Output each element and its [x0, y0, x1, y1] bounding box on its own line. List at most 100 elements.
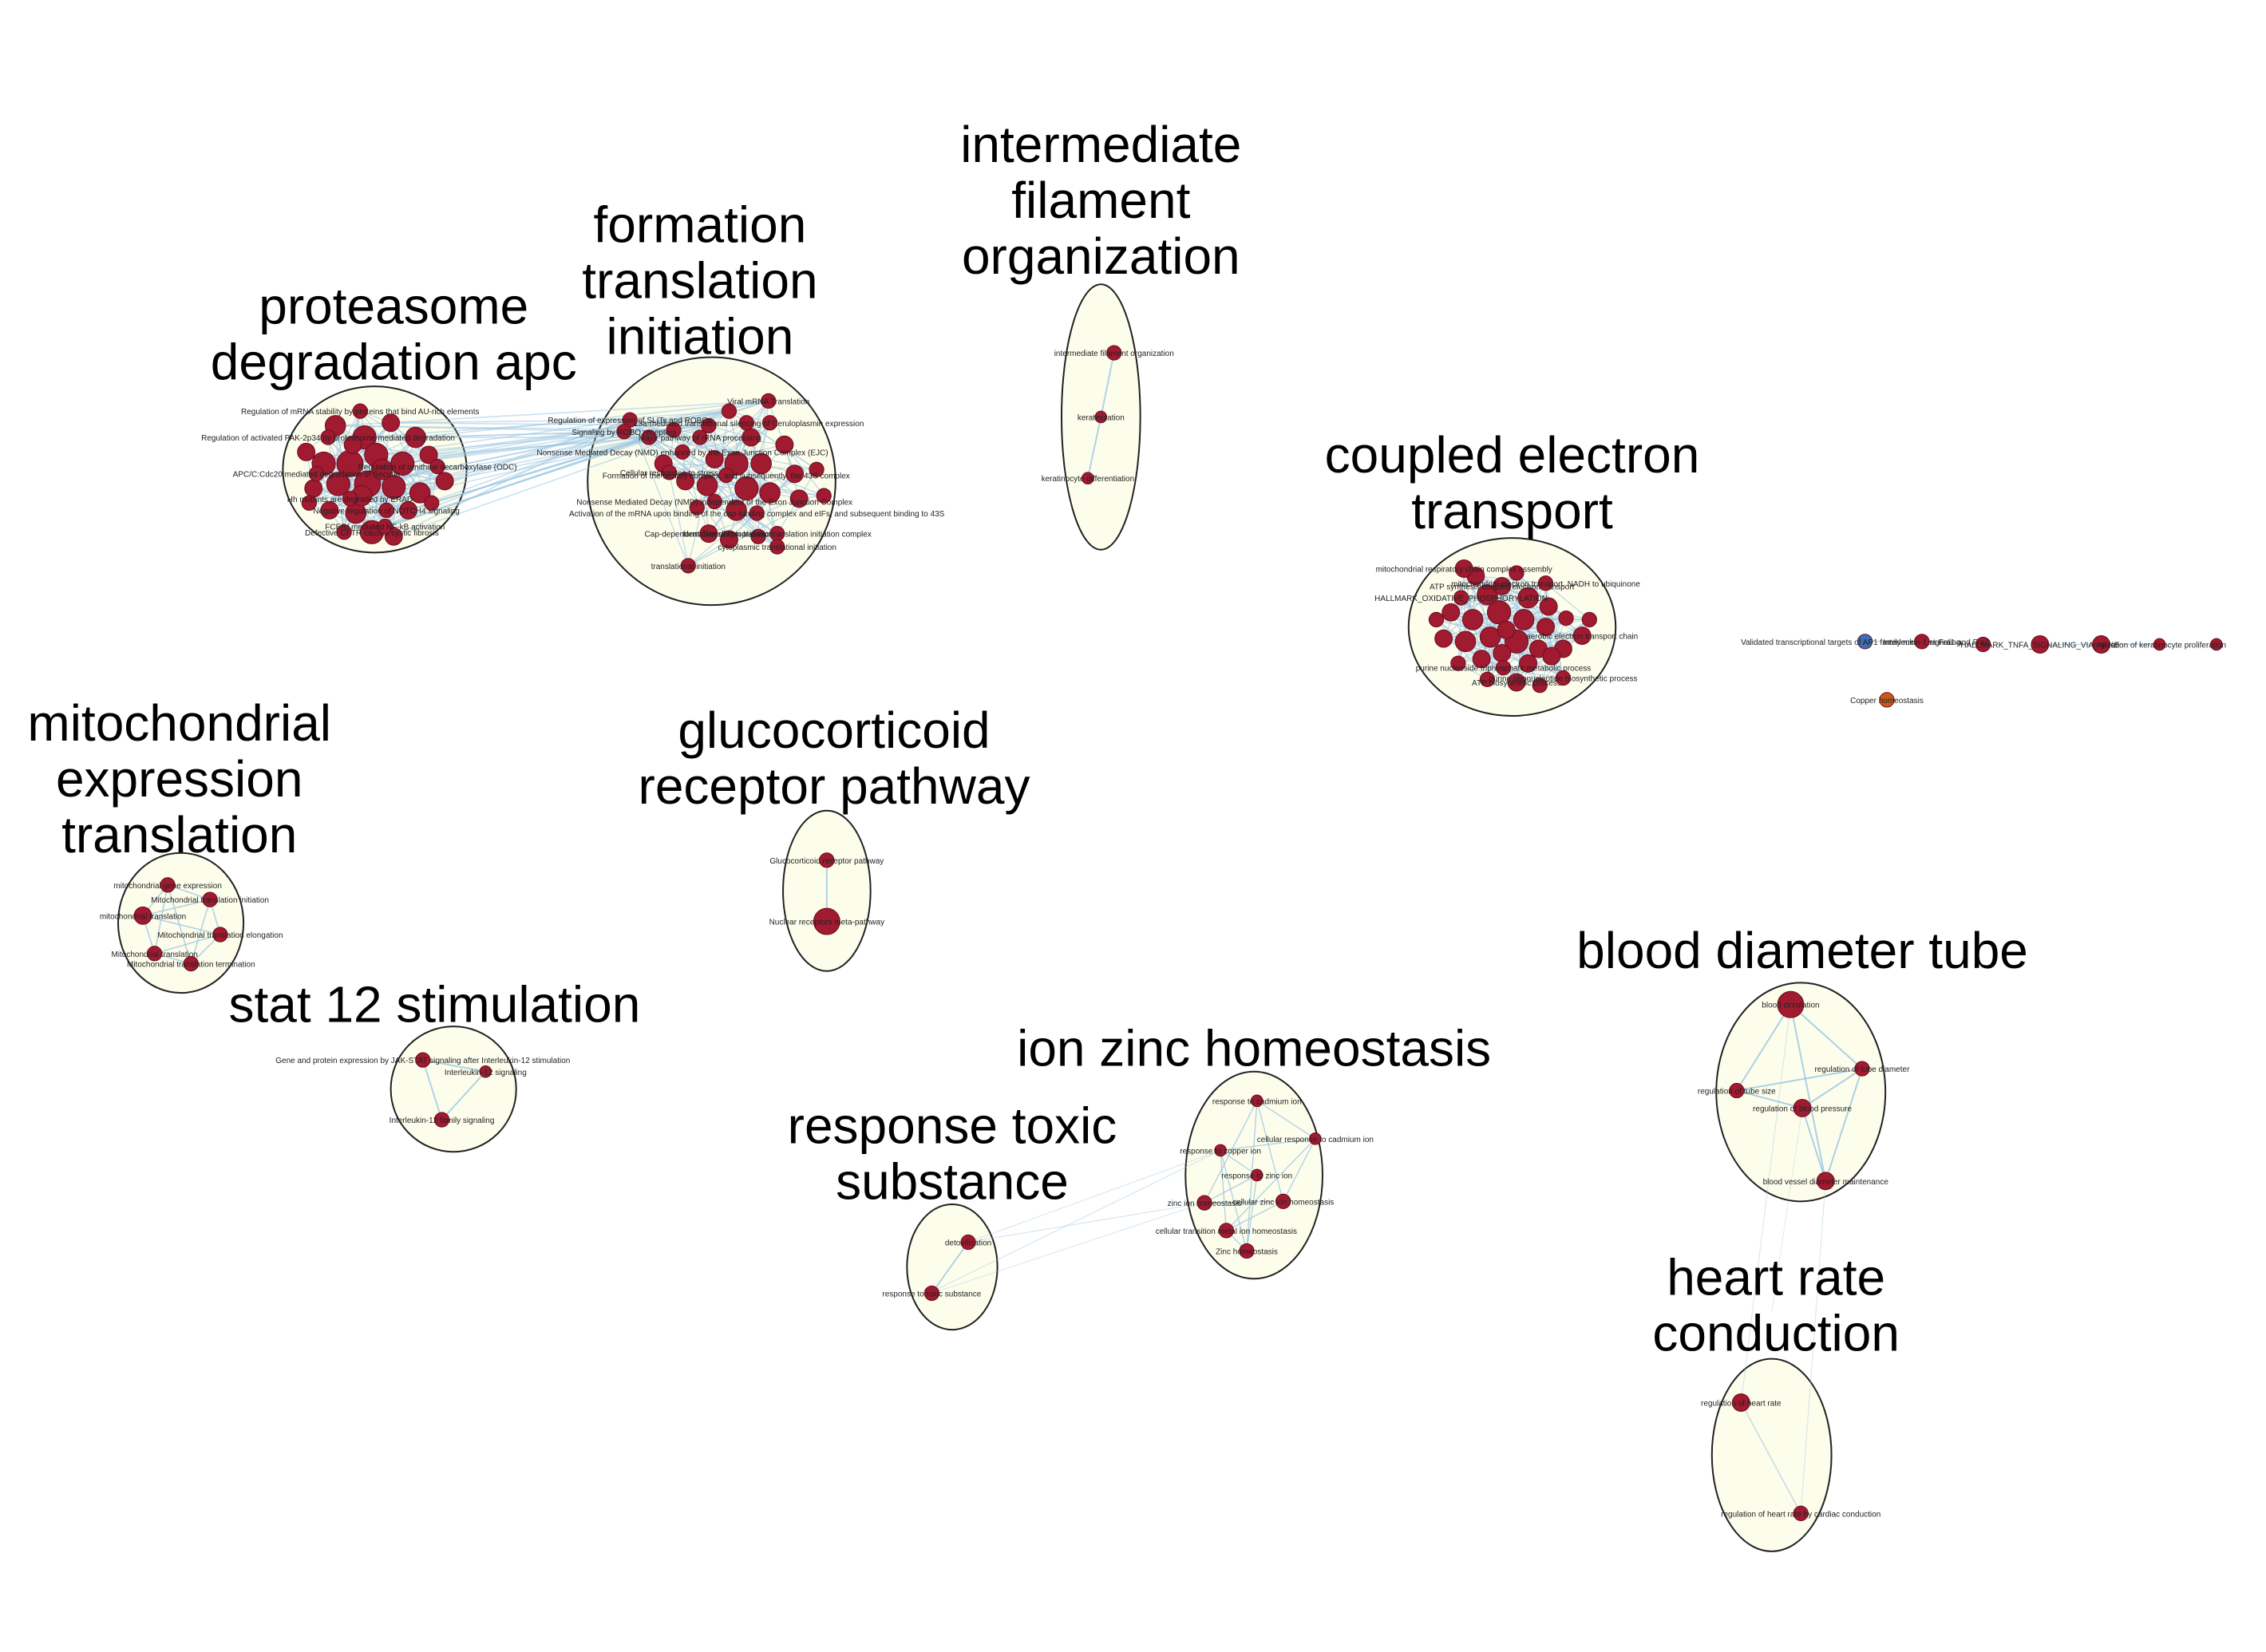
network-node	[1532, 678, 1548, 694]
node-label: purine nucleoside triphosphate metabolic…	[1416, 665, 1592, 674]
network-node	[1094, 410, 1108, 424]
network-node	[352, 403, 368, 419]
network-node	[1517, 587, 1539, 609]
network-edge	[428, 410, 730, 456]
cluster-title-line: formation	[594, 196, 807, 253]
node-label: ATP synthesis coupled electron transport	[1430, 583, 1575, 591]
cluster-title-line: degradation apc	[211, 334, 577, 391]
network-node	[666, 422, 682, 438]
network-node	[1542, 646, 1561, 666]
cluster-blood-ellipse	[1715, 982, 1887, 1203]
network-edge	[1740, 1402, 1801, 1514]
network-edge	[1204, 1100, 1258, 1203]
network-node	[1539, 597, 1558, 616]
network-node	[706, 493, 722, 510]
node-label: Nuclear receptors meta-pathway	[769, 919, 885, 927]
network-node	[378, 502, 394, 519]
node-label: formation of cytoplasmic translation ini…	[683, 531, 872, 539]
network-node	[1434, 629, 1453, 648]
cluster-title-line: conduction	[1652, 1304, 1900, 1362]
network-node	[382, 413, 401, 433]
cluster-title-line: stat 12 stimulation	[229, 976, 641, 1033]
network-node	[1558, 610, 1574, 626]
network-edge	[1256, 1100, 1316, 1140]
network-node	[1453, 590, 1469, 606]
network-node	[759, 482, 781, 504]
network-node	[1519, 654, 1538, 673]
network-edge	[1220, 1149, 1258, 1176]
network-node	[2031, 635, 2050, 654]
network-node	[1428, 611, 1445, 628]
node-label: HALLMARK_TNFA_SIGNALING_VIA_NFKB	[1960, 641, 2119, 650]
node-label: mitochondrial translation	[100, 912, 186, 921]
node-label: Activation of the mRNA upon binding of t…	[569, 510, 945, 519]
network-node	[1914, 634, 1930, 650]
network-edge	[415, 400, 769, 438]
network-node	[415, 1052, 431, 1068]
network-edge	[1465, 641, 1517, 683]
network-edge	[784, 444, 825, 496]
cluster-title-line: intermediate	[960, 116, 1241, 173]
network-edge	[1736, 1068, 1863, 1092]
cluster-response-ellipse	[906, 1203, 999, 1331]
node-label: regulation of tube size	[1698, 1088, 1776, 1097]
node-label: APC/C:Cdc20 mediated degradation of Secu…	[233, 471, 401, 480]
network-node	[1472, 650, 1491, 669]
cluster-title-line: response toxic	[788, 1097, 1117, 1154]
network-edge	[1204, 1174, 1258, 1203]
network-node	[2210, 638, 2223, 651]
network-node	[680, 558, 696, 574]
node-label: aerobic electron transport chain	[1526, 633, 1638, 642]
network-node	[705, 450, 724, 468]
node-label: response to copper ion	[1180, 1147, 1261, 1156]
network-node	[342, 491, 358, 507]
node-label: Mitochondrial translation elongation	[157, 931, 283, 940]
network-node	[1507, 673, 1526, 692]
network-node	[718, 467, 734, 484]
network-edge	[967, 1149, 1221, 1243]
network-node	[1250, 1094, 1264, 1108]
network-edge	[441, 1071, 487, 1120]
network-edge	[1256, 1101, 1284, 1202]
network-node	[212, 927, 228, 943]
node-label: L13a-mediated translational silencing of…	[629, 420, 864, 429]
network-edge	[1771, 1108, 1803, 1313]
network-edge	[708, 425, 727, 476]
cluster-title-line: heart rate	[1667, 1248, 1885, 1306]
node-label: Gene and protein expression by JAK-STAT …	[275, 1057, 570, 1065]
node-label: Negative regulation of NOTCH4 signaling	[313, 507, 459, 516]
network-edge	[1283, 1138, 1316, 1202]
node-label: Regulation of activated PAK-2p34 by prot…	[201, 434, 455, 443]
node-label: Copper homeostasis	[1850, 697, 1924, 705]
network-node	[701, 417, 717, 434]
network-node	[676, 472, 695, 491]
network-node	[479, 1065, 492, 1078]
network-edge	[1537, 583, 1547, 650]
network-edge	[1825, 1068, 1863, 1182]
node-label: cellular response to cadmium ion	[1257, 1136, 1374, 1144]
network-edge	[1789, 1003, 1863, 1069]
network-node	[750, 528, 766, 544]
node-label: Interleukin-12 family signaling	[390, 1116, 495, 1125]
node-label: mitochondrial electron transport, NADH t…	[1451, 580, 1640, 589]
network-node	[761, 393, 777, 409]
node-label: Formation of the ternary complex, and su…	[603, 472, 850, 481]
network-edge	[153, 884, 168, 954]
network-node	[749, 505, 765, 521]
node-label: FCERI mediated NF-kB activation	[325, 524, 445, 532]
network-node	[433, 1112, 450, 1128]
network-node	[409, 482, 431, 504]
cluster-stat-ellipse	[390, 1026, 517, 1153]
network-node	[719, 530, 738, 549]
network-node	[1441, 603, 1461, 622]
network-node	[377, 518, 393, 535]
cluster-ion-title: ion zinc homeostasis	[1017, 1019, 1491, 1077]
cluster-heart-title: heart rate conduction	[1652, 1248, 1900, 1362]
node-label: regulation of keratinocyte proliferation	[2093, 641, 2226, 650]
network-node	[674, 444, 690, 460]
network-edge	[1789, 1004, 1827, 1181]
network-node	[1536, 618, 1555, 637]
network-edge	[421, 1059, 443, 1120]
network-edge	[1225, 1138, 1316, 1231]
network-node	[721, 403, 738, 419]
